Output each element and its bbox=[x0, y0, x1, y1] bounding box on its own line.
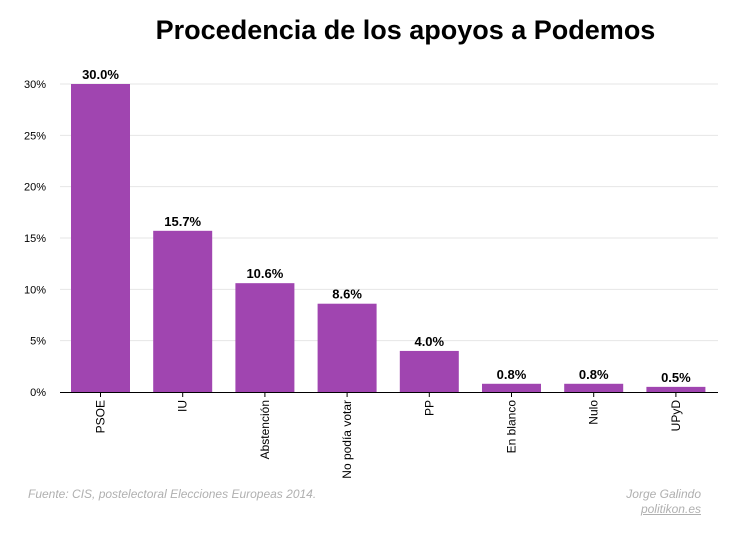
x-tick-label: Abstención bbox=[258, 400, 272, 459]
data-label: 4.0% bbox=[414, 334, 444, 349]
data-label: 0.5% bbox=[661, 370, 691, 385]
y-tick-label: 20% bbox=[24, 182, 46, 194]
x-tick-label: IU bbox=[176, 400, 190, 412]
x-tick-label: Nulo bbox=[587, 400, 601, 425]
x-tick-label: PP bbox=[422, 400, 436, 416]
data-label: 10.6% bbox=[246, 266, 283, 281]
data-label: 15.7% bbox=[164, 214, 201, 229]
y-tick-label: 25% bbox=[24, 130, 46, 142]
bar bbox=[646, 386, 706, 392]
x-tick-label: UPyD bbox=[669, 400, 683, 432]
data-label: 8.6% bbox=[332, 287, 362, 302]
bar bbox=[317, 303, 377, 392]
source-note: Fuente: CIS, postelectoral Elecciones Eu… bbox=[28, 487, 317, 501]
data-label: 0.8% bbox=[497, 367, 527, 382]
x-tick-label: PSOE bbox=[94, 400, 108, 433]
bar bbox=[153, 230, 213, 392]
author-site-link[interactable]: politikon.es bbox=[640, 502, 701, 516]
data-label: 0.8% bbox=[579, 367, 609, 382]
y-tick-label: 5% bbox=[30, 336, 46, 348]
x-tick-label: No podía votar bbox=[340, 400, 354, 479]
y-tick-label: 15% bbox=[24, 233, 46, 245]
y-tick-label: 30% bbox=[24, 79, 46, 91]
x-tick-label: En blanco bbox=[505, 400, 519, 454]
bar bbox=[482, 383, 541, 392]
bar bbox=[71, 84, 130, 392]
author-name: Jorge Galindo bbox=[626, 487, 701, 501]
bar bbox=[399, 350, 459, 392]
bar bbox=[235, 283, 295, 392]
bar bbox=[564, 383, 624, 392]
y-tick-label: 0% bbox=[30, 387, 46, 399]
author-credit: Jorge Galindo politikon.es bbox=[626, 487, 701, 517]
chart-title: Procedencia de los apoyos a Podemos bbox=[155, 15, 656, 45]
y-tick-label: 10% bbox=[24, 284, 46, 296]
data-label: 30.0% bbox=[82, 67, 119, 82]
